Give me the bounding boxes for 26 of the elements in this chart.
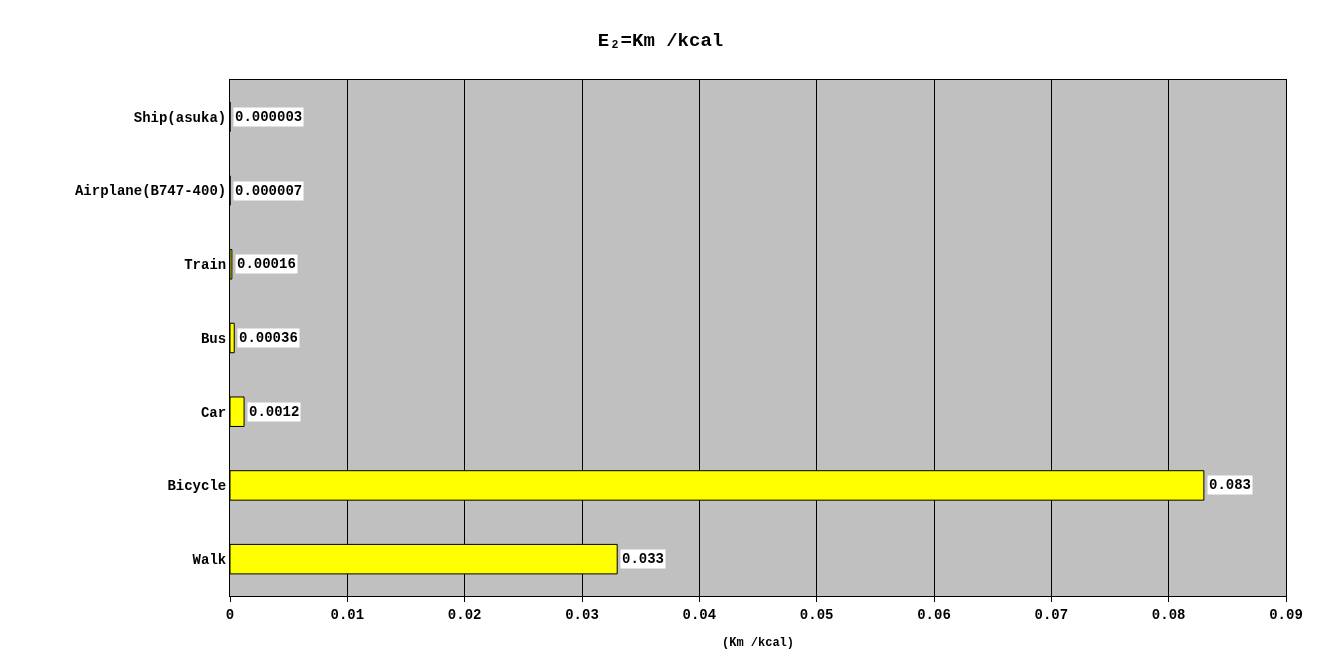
data-label: 0.00036 (239, 330, 298, 346)
y-tick-label: Airplane(B747-400) (74, 183, 227, 200)
y-tick-label: Train (184, 257, 227, 274)
data-label: 0.033 (622, 551, 665, 567)
y-tick-label: Walk (192, 552, 227, 569)
y-tick-label: Bicycle (167, 478, 227, 495)
x-tick-label: 0.08 (1151, 606, 1186, 623)
x-axis-title: (Km /kcal) (721, 635, 795, 650)
chart-title: E₂=Km /kcal (597, 30, 724, 53)
data-label: 0.00016 (237, 256, 296, 272)
x-tick-label: 0.03 (565, 606, 599, 623)
data-label: 0.000003 (235, 109, 303, 125)
data-label: 0.0012 (249, 404, 300, 420)
y-tick-label: Car (200, 404, 227, 421)
y-tick-label: Ship(asuka) (133, 109, 227, 126)
x-tick-label: 0.01 (330, 606, 365, 623)
x-tick-label: 0 (225, 606, 235, 623)
x-tick-label: 0.07 (1034, 606, 1069, 623)
x-tick-label: 0.06 (917, 606, 951, 623)
x-tick-label: 0.09 (1269, 606, 1303, 623)
x-tick-label: 0.05 (799, 606, 834, 623)
data-label: 0.000007 (235, 183, 303, 199)
data-label: 0.083 (1209, 477, 1252, 493)
y-tick-label: Bus (200, 330, 227, 347)
x-tick-label: 0.02 (447, 606, 482, 623)
x-tick-label: 0.04 (682, 606, 717, 623)
